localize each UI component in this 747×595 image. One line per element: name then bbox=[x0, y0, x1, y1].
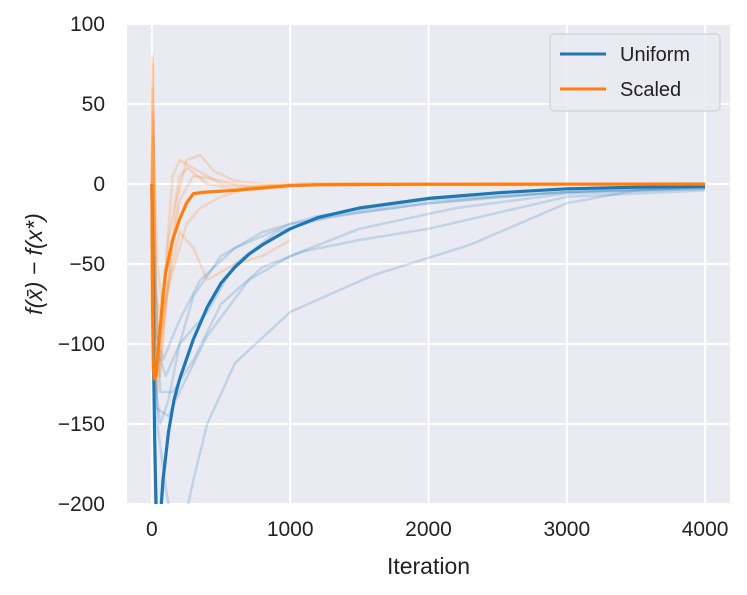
background-run-line bbox=[150, 183, 706, 362]
x-tick-label: 4000 bbox=[682, 518, 729, 541]
main-series bbox=[150, 182, 706, 504]
background-run-line bbox=[150, 183, 706, 394]
y-axis-label: f(x̄) − f(x*) bbox=[21, 213, 47, 315]
x-tick-label: 2000 bbox=[405, 518, 452, 541]
x-axis-label: Iteration bbox=[387, 553, 470, 579]
y-tick-label: −200 bbox=[58, 493, 105, 516]
x-tick-label: 3000 bbox=[543, 518, 590, 541]
x-tick-label: 1000 bbox=[267, 518, 314, 541]
y-tick-label: 50 bbox=[82, 93, 105, 116]
y-tick-label: −150 bbox=[58, 413, 105, 436]
y-tick-label: −100 bbox=[58, 333, 105, 356]
legend-label-uniform: Uniform bbox=[620, 44, 690, 66]
y-tick-label: 100 bbox=[70, 13, 105, 36]
y-tick-label: −50 bbox=[69, 253, 105, 276]
y-tick-label: 0 bbox=[93, 173, 105, 196]
background-run-line bbox=[150, 183, 706, 418]
background-run-line bbox=[150, 183, 706, 426]
legend: Uniform Scaled bbox=[549, 33, 721, 112]
grid bbox=[127, 23, 730, 505]
background-run-line bbox=[150, 183, 706, 504]
tick-labels: 0 1000 2000 3000 4000 100 50 0 −50 −100 −150 −200 bbox=[58, 13, 729, 541]
series-line-scaled bbox=[150, 182, 706, 381]
series-line-uniform bbox=[150, 183, 706, 504]
x-tick-label: 0 bbox=[146, 518, 158, 541]
legend-label-scaled: Scaled bbox=[620, 79, 681, 101]
background-run-line bbox=[150, 183, 706, 378]
